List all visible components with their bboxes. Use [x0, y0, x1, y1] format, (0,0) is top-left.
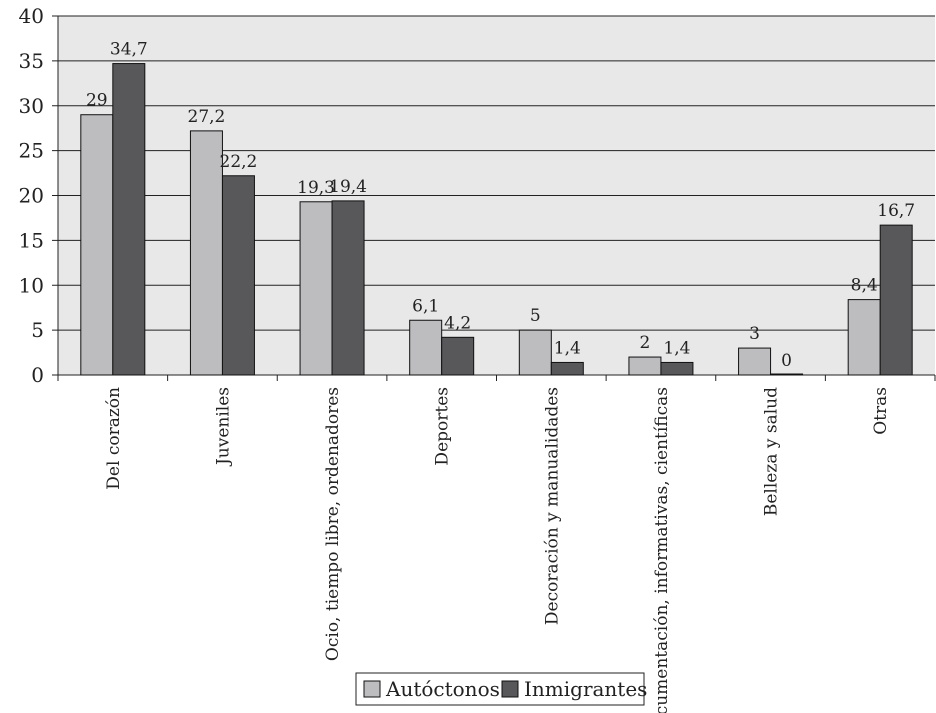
data-label: 0 [781, 351, 792, 371]
bar-autoctonos [409, 319, 443, 376]
data-label: 34,7 [110, 40, 148, 60]
bar-inmigrantes [331, 200, 365, 376]
data-label: 1,4 [554, 338, 581, 358]
legend: Autóctonos Inmigrantes [355, 672, 647, 706]
data-label: 1,4 [663, 338, 690, 358]
data-label: 8,4 [851, 276, 878, 296]
x-category-label: Belleza y salud [762, 387, 782, 516]
x-category-label: Ocio, tiempo libre, ordenadores [323, 387, 343, 661]
bar-inmigrantes [879, 224, 913, 376]
x-category-label: Del corazón [104, 387, 124, 490]
bar-inmigrantes [112, 63, 146, 376]
data-label: 3 [749, 324, 760, 344]
bar-autoctonos [518, 329, 552, 376]
data-label: 5 [530, 306, 541, 326]
bar-inmigrantes [770, 373, 804, 376]
data-label: 4,2 [444, 313, 471, 333]
bar-autoctonos [80, 114, 114, 376]
y-tick-label: 30 [19, 94, 44, 118]
bar-autoctonos [189, 130, 223, 376]
x-category-label: Deportes [433, 387, 453, 466]
bar-inmigrantes [221, 175, 255, 376]
y-tick-label: 40 [19, 4, 44, 28]
y-tick-label: 0 [31, 363, 44, 387]
data-label: 22,2 [220, 152, 258, 172]
data-label: 19,4 [329, 177, 367, 197]
bar-autoctonos [628, 356, 662, 376]
legend-swatch [363, 680, 381, 698]
y-tick-label: 15 [19, 228, 44, 252]
legend-label: Autóctonos [385, 677, 500, 701]
bar-autoctonos [299, 201, 333, 376]
x-category-label: Juveniles [213, 387, 233, 467]
legend-swatch [501, 680, 519, 698]
bar-autoctonos [847, 299, 881, 376]
y-tick-label: 10 [19, 273, 44, 297]
x-category-label: Documentación, informativas, científicas [652, 387, 672, 713]
legend-label: Inmigrantes [524, 677, 647, 701]
bar-autoctonos [738, 347, 772, 376]
y-tick-label: 20 [19, 184, 44, 208]
legend-box [355, 672, 645, 706]
x-category-label: Otras [871, 387, 891, 435]
y-tick-label: 35 [19, 49, 44, 73]
data-label: 19,3 [297, 178, 335, 198]
x-category-label: Decoración y manualidades [542, 387, 562, 625]
data-label: 6,1 [412, 296, 439, 316]
y-tick-label: 25 [19, 139, 44, 163]
bar-inmigrantes [660, 361, 694, 376]
bar-inmigrantes [550, 361, 584, 376]
data-label: 2 [640, 333, 651, 353]
y-tick-label: 5 [31, 318, 44, 342]
data-label: 16,7 [877, 201, 915, 221]
data-label: 29 [86, 91, 108, 111]
data-label: 27,2 [188, 107, 226, 127]
bar-inmigrantes [441, 336, 475, 376]
